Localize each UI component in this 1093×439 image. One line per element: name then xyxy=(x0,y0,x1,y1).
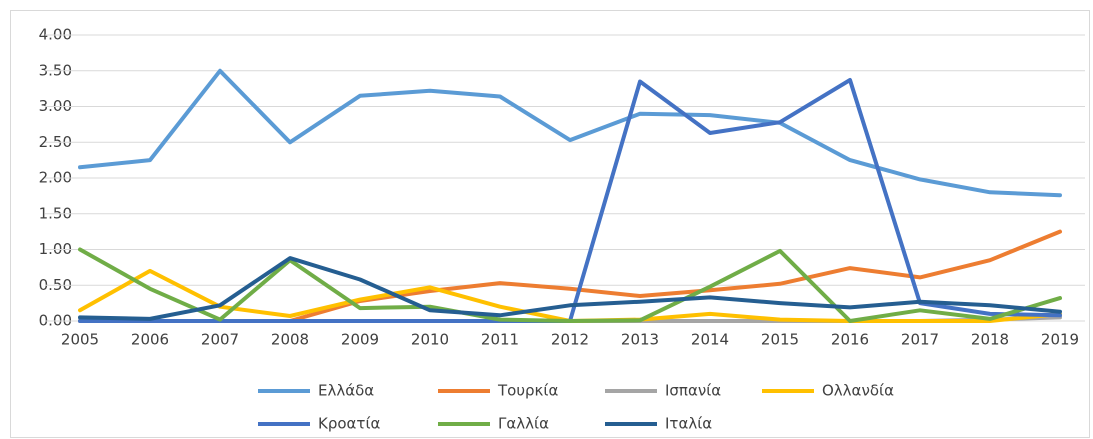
series-line xyxy=(78,256,1062,321)
legend-label: Γαλλία xyxy=(498,415,549,433)
x-tick-label: 2018 xyxy=(971,331,1009,349)
x-tick-label: 2019 xyxy=(1041,331,1079,349)
legend-label: Ισπανία xyxy=(665,382,721,400)
x-tick-label: 2012 xyxy=(551,331,589,349)
series-line xyxy=(78,68,1062,198)
x-tick-label: 2010 xyxy=(411,331,449,349)
chart-border xyxy=(10,10,1090,438)
x-tick-label: 2007 xyxy=(201,331,239,349)
x-tick-label: 2009 xyxy=(341,331,379,349)
x-tick-label: 2008 xyxy=(271,331,309,349)
legend-label: Ιταλία xyxy=(665,415,712,433)
x-tick-label: 2016 xyxy=(831,331,869,349)
x-tick-label: 2014 xyxy=(691,331,729,349)
x-tick-label: 2006 xyxy=(131,331,169,349)
x-tick-label: 2017 xyxy=(901,331,939,349)
legend-label: Κροατία xyxy=(318,415,381,433)
legend-label: Ολλανδία xyxy=(822,382,894,400)
x-tick-label: 2011 xyxy=(481,331,519,349)
legend-label: Ελλάδα xyxy=(318,382,374,400)
series-line xyxy=(78,247,1062,323)
x-tick-label: 2013 xyxy=(621,331,659,349)
x-tick-label: 2015 xyxy=(761,331,799,349)
legend-label: Τουρκία xyxy=(497,382,558,400)
x-tick-label: 2005 xyxy=(61,331,99,349)
